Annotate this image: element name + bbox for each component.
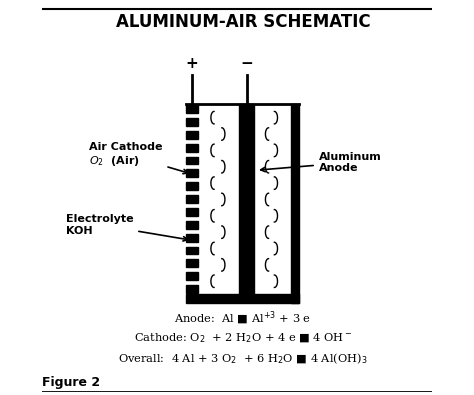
Bar — [186, 105, 198, 113]
Bar — [186, 169, 198, 177]
Text: +: + — [186, 56, 199, 71]
Bar — [186, 294, 299, 303]
Text: Figure 2: Figure 2 — [42, 376, 100, 389]
Text: −: − — [240, 56, 253, 71]
Bar — [186, 234, 198, 241]
Bar — [186, 272, 198, 280]
Bar — [186, 144, 198, 152]
Bar — [186, 246, 198, 254]
Bar — [186, 182, 198, 190]
Text: ALUMINUM-AIR SCHEMATIC: ALUMINUM-AIR SCHEMATIC — [116, 13, 370, 31]
Bar — [186, 131, 198, 139]
Bar — [186, 118, 198, 126]
Bar — [186, 156, 198, 164]
Bar — [186, 208, 198, 216]
Text: Overall:  4 Al + 3 O$_2$  + 6 H$_2$O $\mathbf{\blacksquare}$ 4 Al(OH)$_3$: Overall: 4 Al + 3 O$_2$ + 6 H$_2$O $\mat… — [118, 352, 367, 366]
Text: Cathode: O$_2$  + 2 H$_2$O + 4 e $\mathbf{\blacksquare}$ 4 OH$^-$: Cathode: O$_2$ + 2 H$_2$O + 4 e $\mathbf… — [134, 332, 352, 345]
Text: Anode:  Al $\mathbf{\blacksquare}$ Al$^{+3}$ + 3 e: Anode: Al $\mathbf{\blacksquare}$ Al$^{+… — [174, 310, 311, 327]
Bar — [186, 221, 198, 229]
Text: Air Cathode
$O_2$  (Air): Air Cathode $O_2$ (Air) — [89, 142, 188, 174]
Bar — [186, 285, 198, 293]
Text: Aluminum
Anode: Aluminum Anode — [261, 152, 382, 173]
Bar — [186, 260, 198, 267]
Bar — [291, 104, 299, 303]
Text: Electrolyte
KOH: Electrolyte KOH — [65, 214, 188, 241]
Bar — [186, 195, 198, 203]
Bar — [239, 104, 254, 294]
